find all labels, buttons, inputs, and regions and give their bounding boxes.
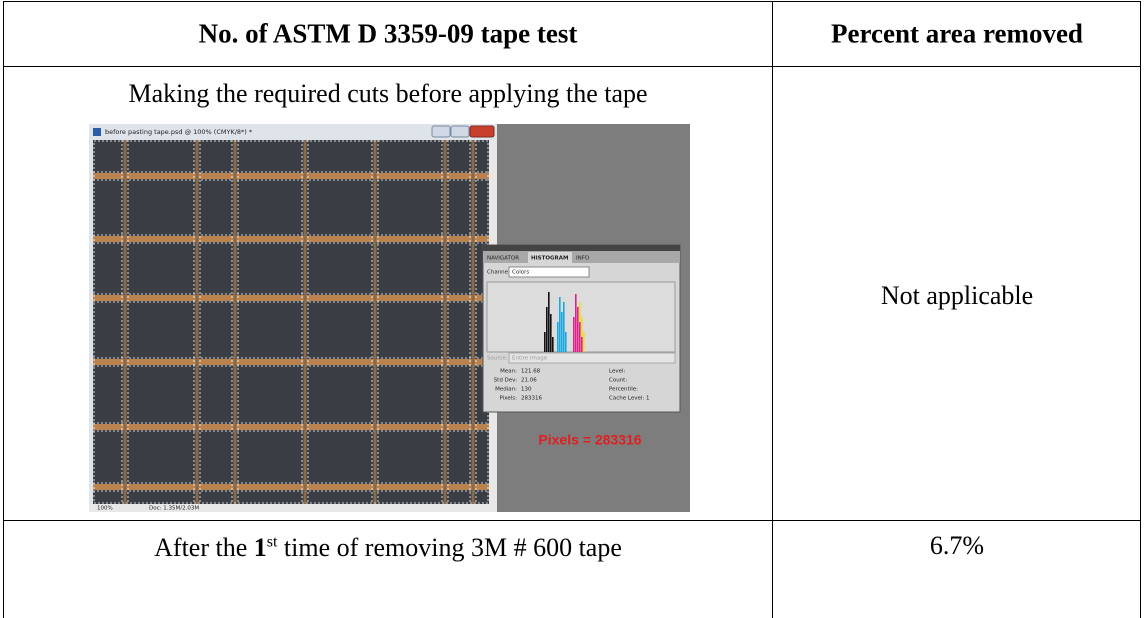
stat-label: Mean: <box>500 369 517 375</box>
header-cell: Percent area removed <box>831 19 1083 50</box>
stat-label: Percentile: <box>609 387 638 393</box>
tape-cut <box>93 236 489 242</box>
tape-cut <box>93 173 489 179</box>
histogram-bar <box>579 322 581 352</box>
stat-label: Level: <box>609 369 626 375</box>
caption-text: time of removing 3M # 600 tape <box>277 533 621 562</box>
caption: After the 1st time of removing 3M # 600 … <box>154 533 622 563</box>
tape-cut <box>93 484 489 490</box>
table-border <box>772 1 773 618</box>
stat-label: Pixels: <box>500 396 518 402</box>
stat-label: Count: <box>609 378 627 384</box>
histogram-bar <box>565 332 567 352</box>
histogram-bar <box>573 317 575 352</box>
panel-header <box>483 245 680 251</box>
channel-label: Channel: <box>487 270 512 276</box>
doc-size: Doc: 1.35M/2.03M <box>149 506 199 512</box>
maximize-button <box>451 126 469 137</box>
histogram-bar <box>583 332 585 352</box>
tape-cut <box>93 295 489 301</box>
channel-value: Colors <box>512 270 529 276</box>
window-title: before pasting tape.psd @ 100% (CMYK/8*)… <box>105 128 253 136</box>
tape-cut <box>93 424 489 430</box>
histogram-bar <box>577 307 579 352</box>
pixel-annotation: Pixels = 283316 <box>538 432 641 448</box>
stat-value: 130 <box>521 387 532 393</box>
tape-cut <box>124 140 127 504</box>
minimize-button <box>432 126 450 137</box>
tape-cut <box>196 140 199 504</box>
stat-label: Median: <box>495 387 517 393</box>
zoom-level: 100% <box>97 506 113 512</box>
histogram-bar <box>544 332 546 352</box>
photo-background <box>93 140 489 504</box>
histogram-bar <box>546 307 548 352</box>
table-border <box>1140 1 1141 618</box>
screenshot: before pasting tape.psd @ 100% (CMYK/8*)… <box>89 124 690 512</box>
tape-cut <box>374 140 377 504</box>
app-icon <box>93 128 101 136</box>
table-border <box>3 1 4 618</box>
histogram-bar <box>552 337 554 352</box>
histogram-bar <box>548 292 550 352</box>
stat-value: 121.68 <box>521 369 541 375</box>
histogram-bar <box>581 337 583 352</box>
result: Not applicable <box>881 281 1033 311</box>
ordinal-suffix: st <box>267 533 278 550</box>
caption: Making the required cuts before applying… <box>128 79 647 109</box>
tape-cut <box>304 140 307 504</box>
histogram-bar <box>563 302 565 352</box>
tape-cut <box>234 140 237 504</box>
close-button <box>470 126 494 137</box>
source-value: Entire Image <box>512 356 548 362</box>
document: No. of ASTM D 3359-09 tape test Percent … <box>0 0 1144 618</box>
caption-text: After the <box>154 533 254 562</box>
photo <box>93 140 489 504</box>
stat-label: Std Dev: <box>494 378 517 384</box>
tape-cut <box>93 359 489 365</box>
ordinal: 1 <box>254 533 267 562</box>
stat-label: Cache Level: 1 <box>609 396 649 402</box>
table-border <box>3 66 1140 67</box>
histogram-bar <box>550 314 552 352</box>
source-label: Source: <box>487 356 508 362</box>
histogram-bar <box>575 294 577 352</box>
tab: HISTOGRAM <box>531 256 569 262</box>
header-cell: No. of ASTM D 3359-09 tape test <box>199 19 578 50</box>
histogram-bar <box>559 297 561 352</box>
histogram-bar <box>561 312 563 352</box>
table-border <box>3 520 1140 521</box>
table-border <box>3 1 1140 2</box>
histogram-bar <box>557 322 559 352</box>
stat-value: 21.06 <box>521 378 537 384</box>
stat-value: 283316 <box>521 396 542 402</box>
result: 6.7% <box>930 531 984 561</box>
tape-cut <box>472 140 475 504</box>
tab: NAVIGATOR <box>487 256 519 262</box>
tape-cut <box>444 140 447 504</box>
tab: INFO <box>576 256 590 262</box>
